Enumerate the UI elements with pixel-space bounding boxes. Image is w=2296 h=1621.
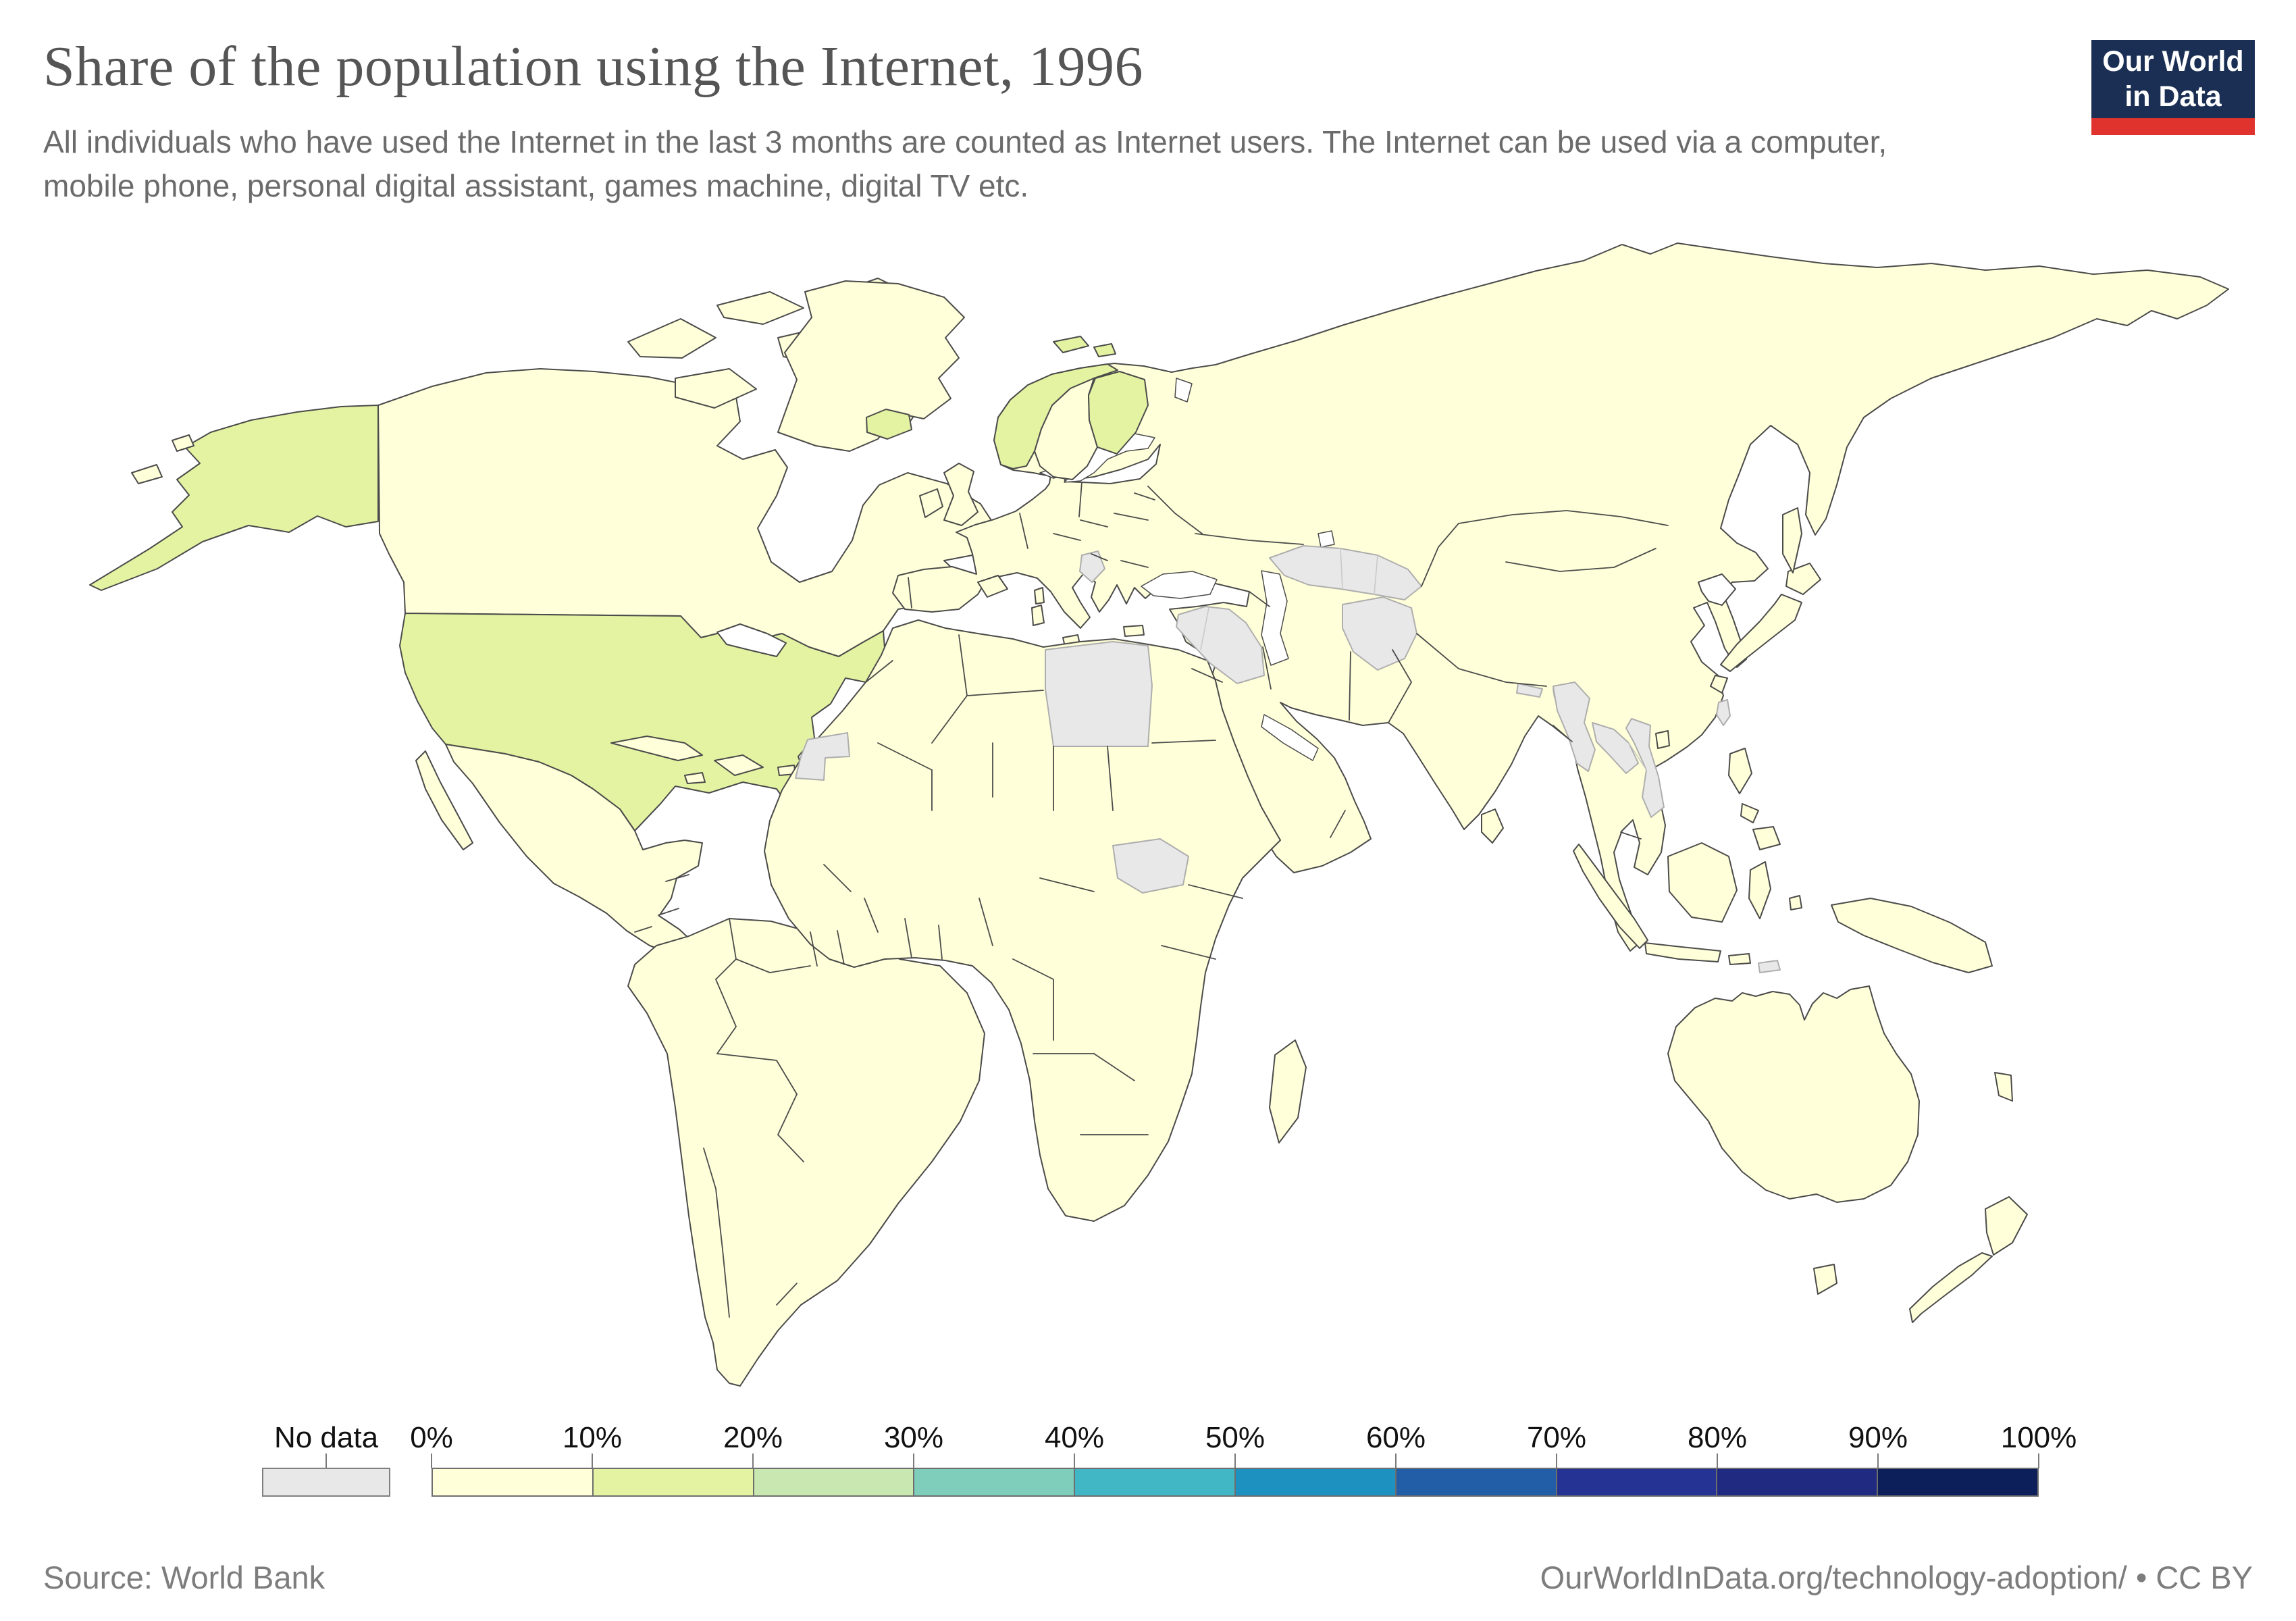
source-note: Source: World Bank: [43, 1560, 325, 1595]
country-vietnam[interactable]: [1625, 718, 1665, 818]
caspian-sea: [1261, 570, 1289, 666]
no-data-internal-borders: [1200, 548, 1647, 771]
legend-tick: [1556, 1453, 1557, 1468]
country-sri-lanka[interactable]: [1481, 808, 1504, 844]
credit-link[interactable]: OurWorldInData.org/technology-adoption/ …: [1540, 1560, 2253, 1595]
legend-bin-10-20[interactable]: [593, 1469, 754, 1495]
legend-bin-80-90[interactable]: [1717, 1469, 1879, 1495]
legend-tick: [325, 1453, 327, 1468]
legend-bin-20-30[interactable]: [754, 1469, 915, 1495]
country-australia[interactable]: [1667, 985, 1920, 1203]
country-taiwan[interactable]: [1716, 699, 1731, 726]
legend-tick-label: 20%: [723, 1421, 783, 1454]
legend-tick: [592, 1453, 593, 1468]
country-papua-new-guinea[interactable]: [1831, 898, 1993, 973]
island-shape[interactable]: [131, 464, 163, 484]
legend-bin-40-50[interactable]: [1075, 1469, 1236, 1495]
legend-tick-label: 0%: [410, 1421, 453, 1454]
legend-tick-label: 100%: [2000, 1421, 2077, 1454]
country-mexico-central-america[interactable]: [445, 744, 703, 962]
newfoundland[interactable]: [977, 575, 1008, 598]
legend-bin-0-10[interactable]: [433, 1469, 594, 1495]
legend-tick-label: 60%: [1365, 1421, 1426, 1454]
country-western-sahara[interactable]: [795, 732, 850, 781]
legend-tick-label: 70%: [1526, 1421, 1587, 1454]
legend-tick-label: 90%: [1848, 1421, 1908, 1454]
legend-colorbar[interactable]: [432, 1468, 2039, 1497]
country-ireland[interactable]: [919, 488, 943, 518]
great-lakes: [716, 623, 787, 657]
legend-tick: [1717, 1453, 1718, 1468]
country-myanmar[interactable]: [1553, 681, 1596, 772]
country-syria-iraq[interactable]: [1176, 606, 1265, 684]
legend-tick: [1877, 1453, 1879, 1468]
hainan[interactable]: [1655, 730, 1670, 749]
legend-tick-label: 40%: [1044, 1421, 1105, 1454]
owid-logo-line1: Our World: [2102, 45, 2244, 78]
country-norway[interactable]: [993, 363, 1118, 469]
svalbard[interactable]: [1053, 336, 1116, 357]
sakhalin[interactable]: [1782, 507, 1802, 573]
black-sea: [1141, 571, 1218, 599]
legend-bin-60-70[interactable]: [1396, 1469, 1557, 1495]
legend-bin-30-40[interactable]: [914, 1469, 1076, 1495]
country-libya[interactable]: [1045, 641, 1153, 747]
legend-bin-90-100[interactable]: [1878, 1469, 2037, 1495]
legend-tick: [913, 1453, 914, 1468]
country-north-korea[interactable]: [1698, 573, 1736, 606]
baja-california[interactable]: [415, 750, 473, 850]
country-south-sudan[interactable]: [1112, 838, 1189, 894]
country-new-zealand[interactable]: [1909, 1072, 2028, 1323]
country-laos[interactable]: [1592, 722, 1639, 774]
legend-tick-label: 50%: [1205, 1421, 1266, 1454]
country-afghanistan[interactable]: [1342, 596, 1417, 671]
country-central-asia[interactable]: [1269, 545, 1422, 600]
legend-tick: [1395, 1453, 1397, 1468]
legend-bin-50-60[interactable]: [1235, 1469, 1397, 1495]
country-timor-leste[interactable]: [1758, 960, 1781, 973]
legend-tick: [431, 1453, 432, 1468]
country-finland[interactable]: [1088, 371, 1149, 455]
country-japan[interactable]: [1710, 563, 1821, 694]
country-madagascar[interactable]: [1269, 1039, 1307, 1143]
owid-logo-line2: in Data: [2124, 80, 2222, 113]
country-iceland[interactable]: [866, 409, 912, 440]
owid-logo-red-bar: [2091, 118, 2255, 135]
country-south-america[interactable]: [627, 918, 985, 1387]
country-greenland[interactable]: [777, 280, 965, 452]
tasmania[interactable]: [1813, 1264, 1837, 1295]
legend-tick: [2038, 1453, 2039, 1468]
country-united-kingdom[interactable]: [943, 463, 979, 526]
legend-tick-label: 80%: [1687, 1421, 1748, 1454]
country-serbia[interactable]: [1079, 550, 1105, 583]
white-sea: [1174, 378, 1193, 403]
legend-tick: [1074, 1453, 1075, 1468]
legend-tick-label: 30%: [883, 1421, 944, 1454]
island-shape[interactable]: [172, 434, 194, 452]
legend-no-data-swatch[interactable]: [262, 1468, 390, 1497]
legend-tick: [1234, 1453, 1236, 1468]
country-borders: [634, 482, 1669, 1318]
legend-no-data-label: No data: [273, 1421, 379, 1454]
owid-logo-box: Our World in Data: [2091, 40, 2255, 118]
country-philippines[interactable]: [1728, 748, 1781, 850]
country-africa[interactable]: [764, 619, 1281, 1222]
chart-subtitle: All individuals who have used the Intern…: [43, 124, 1887, 204]
owid-logo[interactable]: Our World in Data: [2091, 40, 2255, 135]
country-alaska[interactable]: [89, 405, 379, 591]
caribbean-islands[interactable]: [610, 736, 796, 784]
aral-sea: [1317, 530, 1335, 548]
country-nepal[interactable]: [1516, 683, 1543, 698]
legend-bin-70-80[interactable]: [1557, 1469, 1718, 1495]
page-title: Share of the population using the Intern…: [43, 35, 1143, 98]
persian-gulf: [1261, 714, 1319, 761]
legend-tick: [752, 1453, 754, 1468]
country-indonesia[interactable]: [1573, 842, 1802, 965]
legend-tick-label: 10%: [562, 1421, 623, 1454]
